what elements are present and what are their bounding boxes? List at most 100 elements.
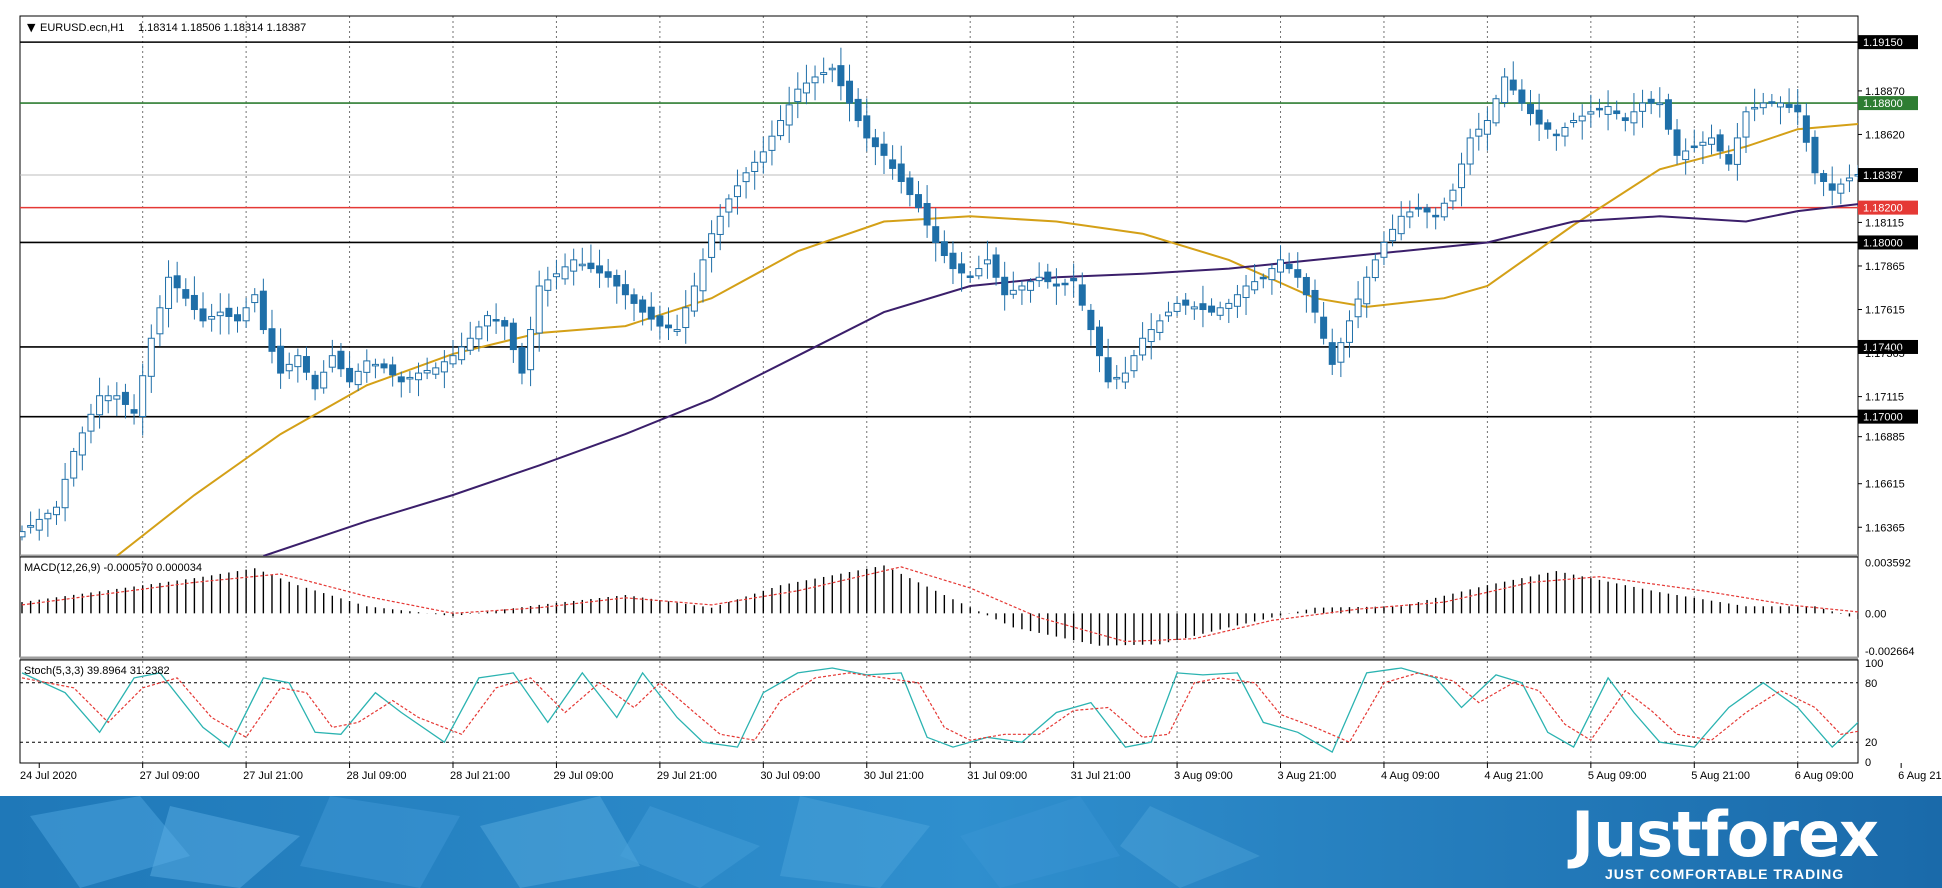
- candle-bullish: [1587, 111, 1595, 115]
- candle-bullish: [440, 361, 448, 373]
- candle-bullish: [328, 355, 336, 368]
- level-label: 1.18000: [1863, 237, 1903, 249]
- candle-bullish: [61, 478, 69, 509]
- candle-bullish: [527, 329, 535, 371]
- candle-bullish: [1630, 111, 1638, 124]
- candle-bullish: [733, 185, 741, 198]
- time-tick-label: 30 Jul 09:00: [760, 770, 820, 782]
- time-tick-label: 3 Aug 09:00: [1174, 770, 1233, 782]
- candle-bullish: [1708, 137, 1716, 145]
- candle-bearish: [1535, 109, 1543, 125]
- time-tick-label: 29 Jul 09:00: [553, 770, 613, 782]
- stoch-label: Stoch(5,3,3) 39.8964 31.2382: [24, 665, 170, 677]
- candle-bearish: [1096, 326, 1103, 357]
- candle-bearish: [346, 367, 354, 383]
- time-tick-label: 28 Jul 09:00: [347, 770, 407, 782]
- candle-bullish: [466, 337, 474, 351]
- moving-average-slow: [263, 203, 1858, 556]
- candle-bullish: [1639, 102, 1647, 112]
- candle-bearish: [190, 294, 198, 311]
- stoch-tick-label: 80: [1865, 678, 1877, 690]
- candle-bullish: [1776, 102, 1784, 108]
- candle-bullish: [1561, 126, 1569, 137]
- candle-bearish: [397, 376, 405, 383]
- candle-bearish: [665, 324, 672, 329]
- candle-bearish: [621, 284, 629, 296]
- candle-bearish: [1621, 117, 1629, 122]
- candle-bearish: [1104, 357, 1112, 383]
- price-tick-label: 1.16885: [1865, 432, 1905, 444]
- candle-bullish: [802, 82, 810, 94]
- candle-bullish: [708, 233, 716, 258]
- symbol-menu-icon[interactable]: ▼: [27, 21, 36, 34]
- time-tick-label: 6 Aug 21:00: [1898, 770, 1942, 782]
- price-tick-label: 1.17615: [1865, 305, 1905, 317]
- candle-bullish: [682, 307, 690, 329]
- candle-bearish: [225, 307, 233, 317]
- candle-bullish: [759, 151, 767, 163]
- candle-bullish: [811, 76, 819, 84]
- candle-bearish: [1785, 104, 1793, 108]
- candle-bullish: [1440, 202, 1448, 218]
- candle-bullish: [742, 172, 750, 183]
- stoch-panel-frame: [19, 659, 1859, 764]
- candle-bullish: [794, 88, 802, 103]
- candle-bullish: [1035, 276, 1043, 282]
- candle-bearish: [1613, 110, 1621, 115]
- candle-bullish: [113, 395, 121, 400]
- candle-bullish: [552, 273, 560, 278]
- candle-bullish: [1406, 211, 1414, 218]
- candle-bullish: [1389, 228, 1397, 242]
- macd-tick-label: -0.002664: [1865, 646, 1915, 658]
- candle-bearish: [1811, 136, 1819, 174]
- candle-bullish: [699, 259, 707, 292]
- brand-logo: Justforex JUST COMFORTABLE TRADING: [1571, 802, 1879, 883]
- candle-bullish: [1147, 329, 1155, 343]
- level-label: 1.18387: [1863, 170, 1903, 182]
- candle-bullish: [1682, 150, 1690, 161]
- candle-bullish: [828, 67, 836, 71]
- price-tick-label: 1.18115: [1865, 217, 1904, 229]
- candle-bullish: [1449, 189, 1457, 202]
- stoch-tick-label: 100: [1865, 658, 1883, 670]
- candle-bullish: [975, 268, 983, 277]
- candle-bearish: [492, 319, 500, 322]
- candle-bullish: [1251, 281, 1259, 291]
- candle-bullish: [458, 346, 466, 361]
- candle-bearish: [173, 275, 181, 289]
- candle-bullish: [1345, 320, 1353, 343]
- level-label-box: [1858, 168, 1918, 183]
- stoch-tick-label: 0: [1865, 757, 1871, 769]
- candle-bearish: [1199, 303, 1207, 311]
- candle-bearish: [863, 115, 871, 139]
- candle-bullish: [27, 525, 35, 528]
- candle-bearish: [389, 364, 397, 376]
- candle-bullish: [1458, 163, 1466, 189]
- candle-bearish: [182, 289, 190, 299]
- stoch-main-line: [21, 667, 1858, 754]
- time-tick-label: 31 Jul 21:00: [1071, 770, 1131, 782]
- candle-bearish: [1414, 207, 1422, 210]
- candle-bullish: [716, 215, 724, 235]
- time-tick-label: 27 Jul 09:00: [140, 770, 200, 782]
- candle-bearish: [992, 254, 1000, 278]
- candle-bearish: [1725, 154, 1733, 165]
- candle-bullish: [1018, 285, 1026, 291]
- candle-bearish: [613, 274, 621, 287]
- macd-tick-label: 0.00: [1865, 608, 1886, 620]
- candle-bullish: [1216, 307, 1224, 316]
- candle-bullish: [1173, 302, 1181, 312]
- candle-bearish: [1802, 115, 1810, 143]
- candle-bearish: [1208, 305, 1216, 313]
- price-tick-label: 1.17115: [1865, 392, 1904, 404]
- candle-bearish: [1647, 98, 1655, 104]
- candle-bullish: [1363, 276, 1371, 305]
- candle-bullish: [1380, 241, 1388, 258]
- candle-bullish: [1483, 120, 1491, 135]
- candle-bullish: [242, 307, 250, 322]
- candle-bullish: [1354, 298, 1362, 318]
- candle-bearish: [1001, 276, 1009, 296]
- candle-bullish: [725, 198, 733, 213]
- candle-bearish: [837, 65, 845, 87]
